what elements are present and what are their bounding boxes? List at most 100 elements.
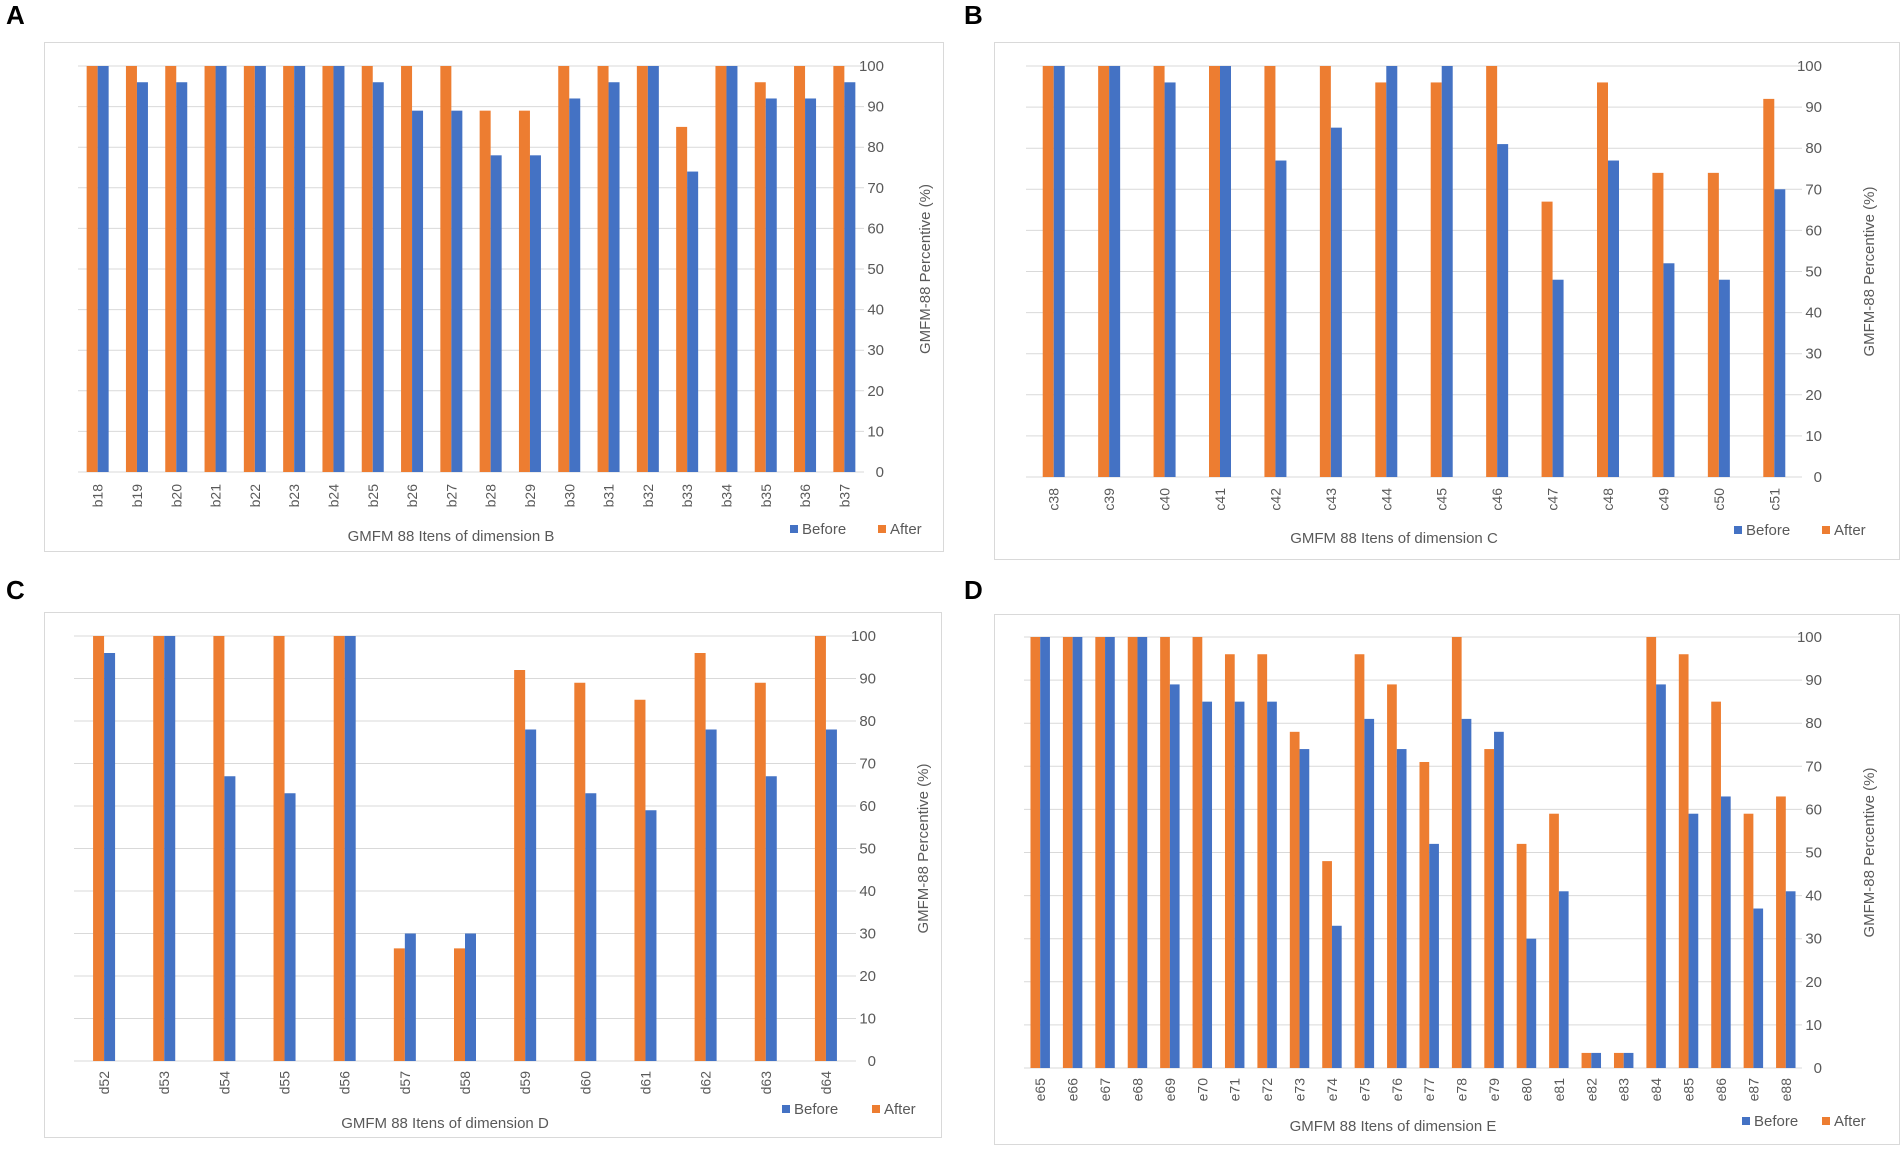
y-tick-label-b-10: 10: [1805, 428, 1822, 445]
legend-swatch-before-b: [1734, 526, 1742, 534]
y-axis-title-b: GMFM-88 Percentive (%): [1861, 186, 1878, 356]
x-tick-label-e73: e73: [1292, 1078, 1308, 1102]
x-tick-label-e72: e72: [1259, 1078, 1275, 1102]
x-axis-title-b: GMFM 88 Itens of dimension C: [1290, 530, 1498, 547]
bar-before-b33: [687, 171, 699, 472]
bar-after-b26: [401, 66, 413, 472]
x-tick-label-b34: b34: [718, 484, 734, 508]
bar-before-e80: [1526, 938, 1537, 1068]
bar-before-e78: [1461, 718, 1472, 1068]
bar-before-b25: [372, 82, 384, 473]
bar-before-e73: [1299, 749, 1310, 1068]
bar-before-e66: [1072, 637, 1083, 1068]
bar-before-c38: [1053, 66, 1065, 477]
x-tick-label-b36: b36: [797, 484, 813, 508]
bar-before-d55: [284, 793, 296, 1061]
x-tick-label-e87: e87: [1745, 1078, 1761, 1102]
x-tick-label-c50: c50: [1711, 488, 1727, 511]
x-tick-label-e74: e74: [1324, 1078, 1340, 1102]
y-tick-label-d-40: 40: [1805, 888, 1822, 905]
x-tick-label-b28: b28: [483, 484, 499, 508]
bar-after-e71: [1224, 654, 1235, 1068]
legend-swatch-before-c: [782, 1105, 790, 1113]
legend-swatch-after-a: [878, 525, 886, 533]
bar-after-e84: [1646, 637, 1657, 1068]
bar-after-e75: [1354, 654, 1365, 1068]
bar-after-c50: [1707, 172, 1719, 478]
bar-after-e83: [1613, 1052, 1624, 1068]
bar-before-b19: [136, 82, 148, 473]
y-tick-label-d-90: 90: [1805, 672, 1822, 689]
legend-label-before-b: Before: [1746, 522, 1790, 539]
bar-after-c41: [1209, 66, 1220, 477]
bar-before-d60: [585, 793, 597, 1061]
x-tick-label-e88: e88: [1778, 1078, 1794, 1102]
y-tick-label-a-20: 20: [867, 383, 884, 400]
bar-after-b30: [558, 66, 570, 472]
legend-label-after-b: After: [1834, 522, 1866, 539]
x-tick-label-e76: e76: [1389, 1078, 1405, 1102]
bar-before-b23: [294, 66, 306, 472]
bar-before-b18: [97, 66, 109, 472]
y-tick-label-a-70: 70: [867, 180, 884, 197]
bar-after-d57: [393, 948, 405, 1061]
x-tick-label-e66: e66: [1065, 1078, 1081, 1102]
bar-after-d59: [514, 670, 526, 1061]
bar-after-b34: [715, 66, 727, 472]
bar-before-e74: [1331, 925, 1342, 1068]
bar-before-b20: [176, 82, 188, 473]
bar-after-c42: [1264, 66, 1276, 477]
bar-before-d52: [104, 653, 116, 1061]
legend-swatch-before-d: [1742, 1117, 1750, 1125]
bar-before-b26: [412, 110, 424, 472]
y-tick-label-c-20: 20: [859, 968, 876, 985]
bar-before-e85: [1688, 813, 1699, 1068]
bar-before-b37: [844, 82, 856, 473]
y-tick-label-d-10: 10: [1805, 1017, 1822, 1034]
x-tick-label-b22: b22: [247, 484, 263, 508]
bar-after-b25: [361, 66, 373, 472]
x-tick-label-e68: e68: [1129, 1078, 1145, 1102]
x-tick-label-c40: c40: [1157, 488, 1173, 511]
bar-before-e71: [1234, 701, 1245, 1068]
y-tick-label-c-90: 90: [859, 671, 876, 688]
bar-after-e73: [1289, 731, 1300, 1068]
y-tick-label-c-80: 80: [859, 713, 876, 730]
bar-before-e87: [1753, 908, 1764, 1068]
bar-before-e82: [1591, 1052, 1602, 1068]
bar-after-b21: [204, 66, 216, 472]
bar-after-e70: [1192, 637, 1203, 1068]
y-axis-title-c: GMFM-88 Percentive (%): [915, 763, 932, 933]
panel-label-c: C: [6, 575, 25, 605]
y-tick-label-d-70: 70: [1805, 758, 1822, 775]
panel-label-a: A: [6, 0, 25, 30]
bar-after-c45: [1430, 82, 1442, 477]
bar-before-d58: [465, 933, 476, 1061]
x-tick-label-e80: e80: [1518, 1078, 1534, 1102]
y-tick-label-c-40: 40: [859, 883, 876, 900]
bar-before-c48: [1608, 160, 1619, 477]
x-tick-label-b35: b35: [758, 484, 774, 508]
bar-after-b20: [165, 66, 177, 472]
legend-label-before-d: Before: [1754, 1113, 1798, 1130]
bar-after-e77: [1419, 761, 1430, 1068]
y-tick-label-a-40: 40: [867, 302, 884, 319]
y-tick-label-d-80: 80: [1805, 715, 1822, 732]
bar-before-e70: [1202, 701, 1213, 1068]
x-tick-label-b30: b30: [561, 484, 577, 508]
y-tick-label-b-20: 20: [1805, 387, 1822, 404]
bar-after-b23: [283, 66, 295, 472]
bar-before-e79: [1494, 731, 1504, 1068]
x-tick-label-b27: b27: [443, 484, 459, 508]
bar-before-e84: [1656, 684, 1666, 1068]
bar-before-d57: [404, 933, 416, 1061]
bar-after-d56: [333, 636, 345, 1061]
x-tick-label-d59: d59: [517, 1071, 533, 1095]
bar-after-d53: [153, 636, 165, 1061]
bar-after-c40: [1153, 66, 1165, 477]
bar-after-e76: [1387, 684, 1397, 1068]
bar-after-e67: [1095, 637, 1106, 1068]
bar-after-b18: [86, 66, 98, 472]
x-tick-label-d52: d52: [96, 1071, 112, 1095]
x-tick-label-b26: b26: [404, 484, 420, 508]
